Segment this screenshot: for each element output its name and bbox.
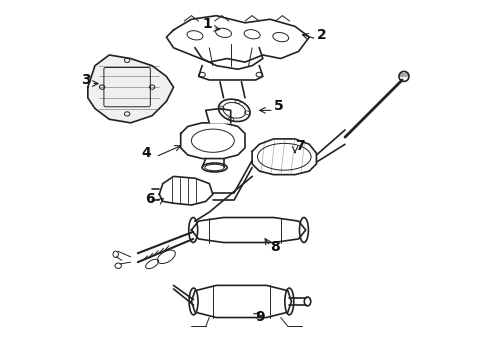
Text: 8: 8 xyxy=(270,240,280,255)
Polygon shape xyxy=(167,16,309,62)
Text: 1: 1 xyxy=(202,17,212,31)
Text: 2: 2 xyxy=(317,28,326,42)
Text: 9: 9 xyxy=(256,310,266,324)
Text: 5: 5 xyxy=(273,99,283,113)
Polygon shape xyxy=(159,176,213,205)
Text: 4: 4 xyxy=(142,146,151,160)
Polygon shape xyxy=(195,48,263,69)
Text: 6: 6 xyxy=(145,192,155,206)
Polygon shape xyxy=(198,66,263,80)
Text: 3: 3 xyxy=(81,73,90,86)
Polygon shape xyxy=(192,217,306,243)
Text: 7: 7 xyxy=(295,139,305,153)
Polygon shape xyxy=(400,73,408,76)
Polygon shape xyxy=(88,55,173,123)
Polygon shape xyxy=(206,109,231,123)
Polygon shape xyxy=(181,123,245,158)
Polygon shape xyxy=(192,285,292,318)
Polygon shape xyxy=(252,139,317,175)
